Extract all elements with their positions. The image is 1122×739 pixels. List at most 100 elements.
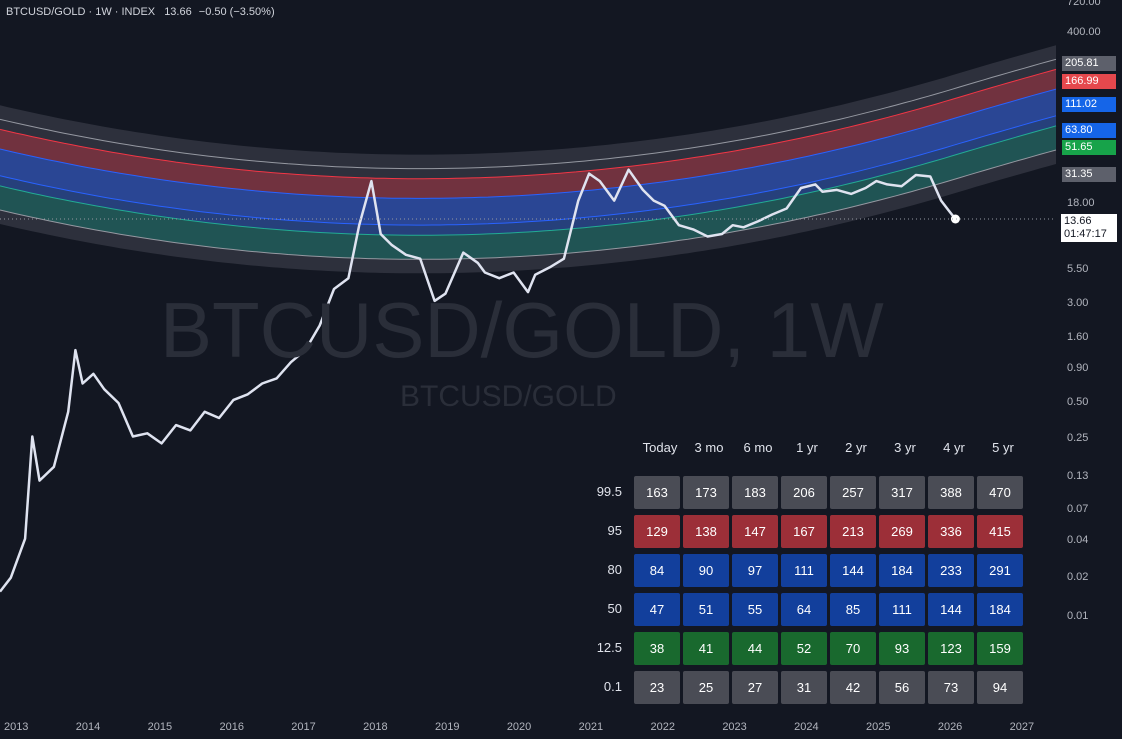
table-cell: 163 — [634, 476, 680, 509]
x-tick-label: 2016 — [219, 721, 244, 733]
y-tick-label: 0.90 — [1067, 362, 1089, 374]
table-cell: 47 — [634, 593, 680, 626]
y-tick-label: 0.02 — [1067, 571, 1089, 583]
table-cell: 144 — [830, 554, 876, 587]
table-row-label: 50 — [607, 601, 622, 616]
x-tick-label: 2026 — [937, 721, 963, 733]
band-tag: 51.65 — [1062, 140, 1116, 155]
table-cell: 111 — [781, 554, 827, 587]
table-cell: 97 — [732, 554, 778, 587]
current-price-value: 13.66 — [1064, 215, 1092, 227]
x-tick-label: 2014 — [75, 721, 101, 733]
table-cell: 56 — [879, 671, 925, 704]
table-cell: 184 — [977, 593, 1023, 626]
table-cell: 51 — [683, 593, 729, 626]
table-cell: 144 — [928, 593, 974, 626]
y-tick-label: 5.50 — [1067, 263, 1089, 275]
bar-countdown: 01:47:17 — [1064, 228, 1107, 240]
table-cell: 64 — [781, 593, 827, 626]
band-line-80 — [0, 88, 1057, 199]
table-cell: 470 — [977, 476, 1023, 509]
last-value: 13.66 — [164, 6, 192, 18]
x-tick-label: 2015 — [147, 721, 173, 733]
table-cell: 93 — [879, 632, 925, 665]
table-cell: 183 — [732, 476, 778, 509]
table-cell: 336 — [928, 515, 974, 548]
x-tick-label: 2025 — [866, 721, 891, 733]
band-fill-red — [0, 69, 1056, 199]
y-tick-label: 0.13 — [1067, 470, 1089, 482]
y-tick-label: 0.04 — [1067, 534, 1089, 546]
table-cell: 73 — [928, 671, 974, 704]
table-cell: 206 — [781, 476, 827, 509]
table-cell: 167 — [781, 515, 827, 548]
table-cell: 94 — [977, 671, 1023, 704]
band-tag: 31.35 — [1062, 167, 1116, 182]
x-tick-label: 2020 — [506, 721, 532, 733]
y-tick-label: 0.25 — [1067, 432, 1089, 444]
table-column-header: 6 mo — [743, 440, 773, 455]
band-tag: 63.80 — [1062, 123, 1116, 138]
x-tick-label: 2022 — [650, 721, 675, 733]
x-tick-label: 2013 — [3, 721, 29, 733]
table-cell: 138 — [683, 515, 729, 548]
table-cell: 25 — [683, 671, 729, 704]
table-cell: 257 — [830, 476, 876, 509]
table-cell: 38 — [634, 632, 680, 665]
band-tag: 166.99 — [1062, 74, 1116, 89]
table-cell: 41 — [683, 632, 729, 665]
table-row-label: 99.5 — [596, 484, 622, 499]
table-column-header: 2 yr — [845, 440, 867, 455]
btc-gold-line — [0, 168, 957, 593]
table-cell: 123 — [928, 632, 974, 665]
table-column-header: Today — [642, 440, 678, 455]
table-cell: 111 — [879, 593, 925, 626]
table-column-header: 1 yr — [796, 440, 818, 455]
band-line-95 — [0, 68, 1057, 180]
band-tag: 111.02 — [1062, 97, 1116, 112]
table-cell: 31 — [781, 671, 827, 704]
table-row-label: 12.5 — [596, 640, 622, 655]
current-price-tag: 13.66 01:47:17 — [1061, 214, 1117, 242]
table-cell: 129 — [634, 515, 680, 548]
table-cell: 159 — [977, 632, 1023, 665]
band-fill-blue-lower — [0, 115, 1056, 236]
x-tick-label: 2021 — [578, 721, 604, 733]
table-column-header: 4 yr — [943, 440, 965, 455]
x-tick-label: 2027 — [1009, 721, 1035, 733]
x-tick-label: 2018 — [363, 721, 388, 733]
y-tick-label: 18.00 — [1067, 197, 1095, 209]
band-line-50 — [0, 115, 1057, 226]
change-value: −0.50 (−3.50%) — [198, 6, 275, 18]
y-tick-label: 400.00 — [1067, 26, 1101, 38]
symbol-line: BTCUSD/GOLD · 1W · INDEX — [6, 6, 156, 18]
band-fill-blue — [0, 89, 1056, 226]
table-cell: 233 — [928, 554, 974, 587]
x-tick-label: 2019 — [434, 721, 460, 733]
table-cell: 44 — [732, 632, 778, 665]
table-cell: 70 — [830, 632, 876, 665]
y-tick-label: 0.07 — [1067, 503, 1089, 515]
table-column-header: 3 mo — [694, 440, 724, 455]
x-tick-label: 2023 — [722, 721, 747, 733]
table-cell: 415 — [977, 515, 1023, 548]
table-cell: 388 — [928, 476, 974, 509]
band-tag: 205.81 — [1062, 56, 1116, 71]
table-column-header: 5 yr — [992, 440, 1014, 455]
table-cell: 173 — [683, 476, 729, 509]
band-fill-outer — [0, 45, 1056, 274]
table-cell: 184 — [879, 554, 925, 587]
table-cell: 27 — [732, 671, 778, 704]
table-cell: 23 — [634, 671, 680, 704]
table-cell: 52 — [781, 632, 827, 665]
table-cell: 85 — [830, 593, 876, 626]
table-cell: 147 — [732, 515, 778, 548]
table-cell: 317 — [879, 476, 925, 509]
table-cell: 269 — [879, 515, 925, 548]
table-cell: 213 — [830, 515, 876, 548]
last-price-dot — [950, 214, 960, 224]
y-tick-label: 3.00 — [1067, 297, 1089, 309]
table-row-label: 0.1 — [603, 679, 622, 694]
table-cell: 90 — [683, 554, 729, 587]
